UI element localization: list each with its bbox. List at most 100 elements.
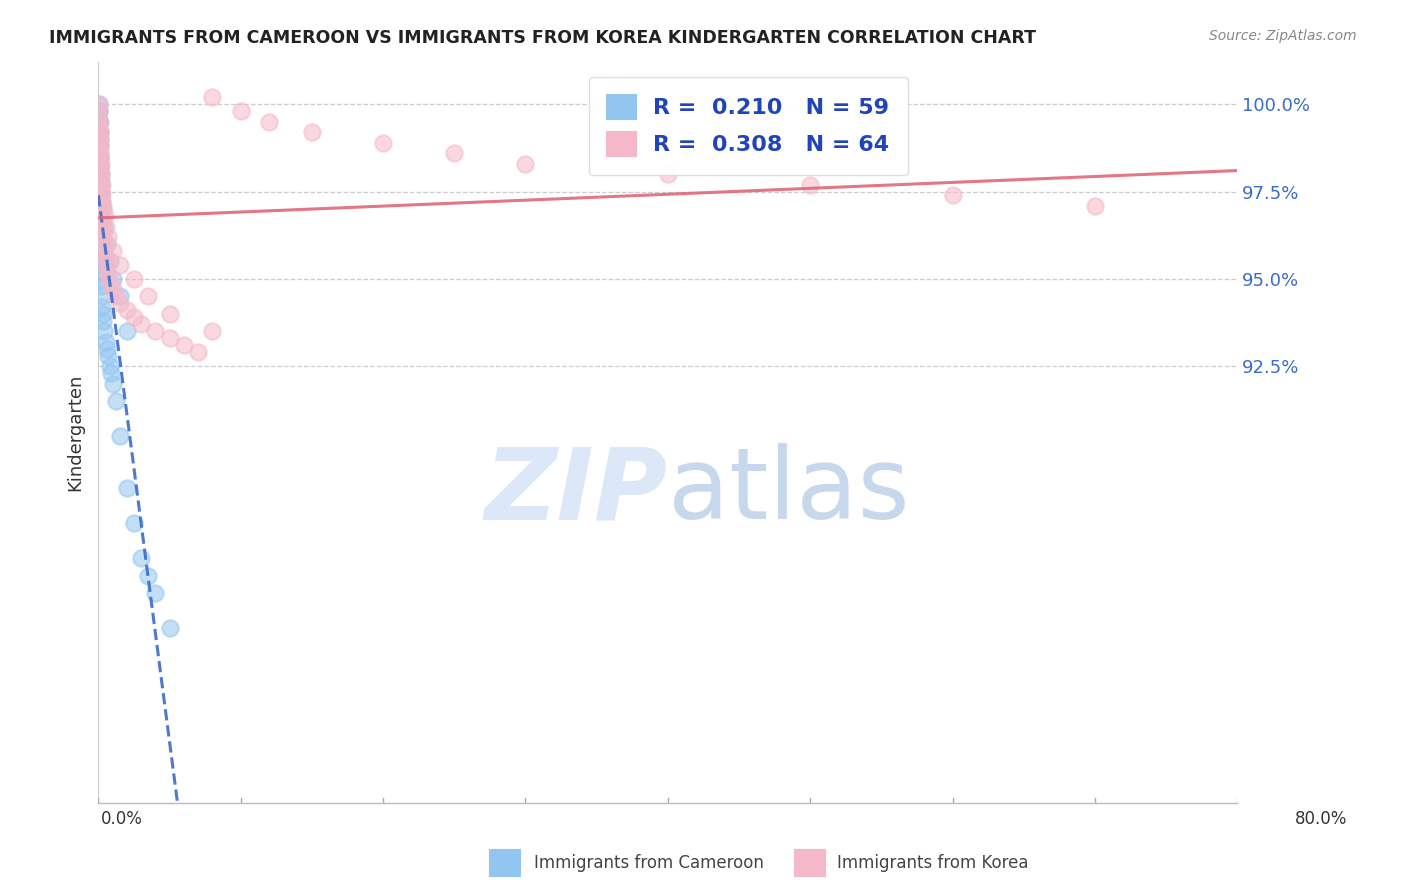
Point — [89, 115, 111, 129]
Point — [799, 178, 821, 192]
Point — [89, 136, 111, 150]
Point — [89, 163, 111, 178]
Point — [89, 174, 111, 188]
Point — [98, 276, 121, 290]
Point — [159, 307, 181, 321]
Point — [96, 261, 118, 276]
Text: ZIP: ZIP — [485, 443, 668, 541]
Point — [101, 272, 124, 286]
Point — [89, 146, 111, 161]
Point — [371, 136, 394, 150]
Point — [90, 272, 112, 286]
Point — [93, 219, 115, 234]
Point — [94, 209, 117, 223]
Point — [96, 219, 118, 234]
Point — [108, 289, 131, 303]
Point — [90, 192, 112, 206]
Point — [89, 115, 111, 129]
Point — [90, 265, 112, 279]
Text: 0.0%: 0.0% — [101, 810, 143, 828]
Point — [98, 359, 121, 374]
Point — [93, 199, 115, 213]
Point — [93, 234, 115, 248]
Point — [89, 104, 111, 119]
Point — [93, 240, 115, 254]
Point — [89, 125, 111, 139]
Point — [108, 429, 131, 443]
Point — [443, 146, 465, 161]
Point — [89, 139, 111, 153]
Point — [90, 279, 112, 293]
Point — [89, 219, 111, 234]
Text: Source: ZipAtlas.com: Source: ZipAtlas.com — [1209, 29, 1357, 44]
Point — [89, 230, 111, 244]
Point — [89, 104, 111, 119]
Point — [89, 202, 111, 216]
Point — [90, 205, 112, 219]
Point — [187, 345, 209, 359]
Point — [129, 551, 152, 566]
Point — [122, 310, 145, 325]
Point — [145, 586, 167, 600]
Point — [93, 324, 115, 338]
Y-axis label: Kindergarten: Kindergarten — [66, 374, 84, 491]
Point — [89, 115, 111, 129]
Text: IMMIGRANTS FROM CAMEROON VS IMMIGRANTS FROM KOREA KINDERGARTEN CORRELATION CHART: IMMIGRANTS FROM CAMEROON VS IMMIGRANTS F… — [49, 29, 1036, 47]
Point — [1084, 199, 1107, 213]
Point — [91, 202, 114, 216]
Point — [101, 376, 124, 391]
Point — [89, 139, 111, 153]
Point — [89, 185, 111, 199]
Point — [97, 230, 120, 244]
Point — [173, 338, 195, 352]
Point — [90, 254, 112, 268]
Point — [122, 516, 145, 531]
Point — [90, 157, 112, 171]
Point — [90, 178, 112, 192]
Point — [90, 244, 112, 258]
Point — [94, 334, 117, 349]
Point — [90, 237, 112, 252]
Point — [108, 258, 131, 272]
Point — [115, 303, 138, 318]
Point — [90, 167, 112, 181]
Point — [91, 212, 114, 227]
Point — [104, 394, 127, 409]
Point — [89, 125, 111, 139]
Point — [159, 621, 181, 635]
Point — [91, 300, 114, 314]
Point — [89, 150, 111, 164]
Point — [90, 167, 112, 181]
Point — [159, 331, 181, 345]
Point — [93, 314, 115, 328]
Point — [94, 254, 117, 268]
Point — [115, 324, 138, 338]
Point — [98, 254, 121, 268]
Point — [89, 160, 111, 174]
Point — [91, 307, 114, 321]
Point — [96, 342, 118, 356]
Point — [108, 296, 131, 310]
Point — [97, 268, 120, 283]
Point — [104, 289, 127, 303]
Point — [89, 167, 111, 181]
Point — [657, 167, 679, 181]
Text: atlas: atlas — [668, 443, 910, 541]
Point — [89, 160, 111, 174]
Point — [515, 157, 537, 171]
Point — [129, 318, 152, 332]
Text: Immigrants from Cameroon: Immigrants from Cameroon — [534, 855, 763, 872]
Point — [94, 247, 117, 261]
Point — [97, 349, 120, 363]
Legend: R =  0.210   N = 59, R =  0.308   N = 64: R = 0.210 N = 59, R = 0.308 N = 64 — [589, 77, 908, 175]
Point — [89, 115, 111, 129]
Point — [89, 97, 111, 112]
Point — [89, 195, 111, 210]
Point — [259, 115, 281, 129]
Point — [122, 272, 145, 286]
Point — [89, 132, 111, 146]
Point — [301, 125, 323, 139]
Point — [201, 324, 224, 338]
Point — [90, 185, 112, 199]
Point — [101, 282, 124, 296]
